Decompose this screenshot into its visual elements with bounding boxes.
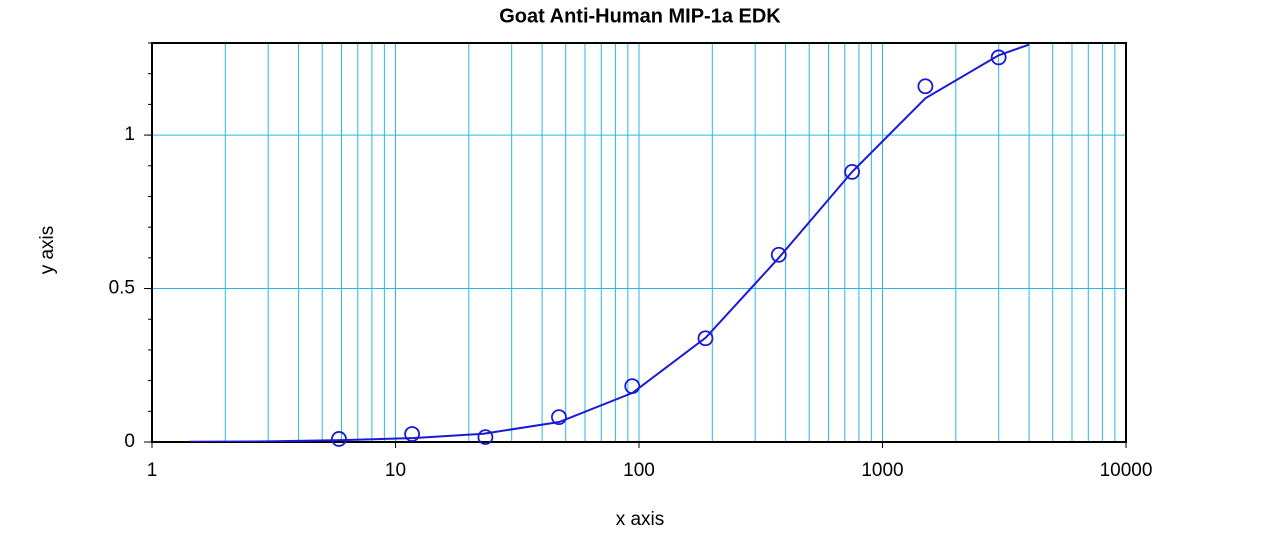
y-tick-label: 0.5: [109, 278, 135, 299]
plot-frame: [151, 42, 1127, 443]
y-axis-label: y axis: [37, 226, 58, 275]
data-point: [477, 429, 494, 445]
x-axis-label: x axis: [616, 509, 665, 530]
chart-title: Goat Anti-Human MIP-1a EDK: [499, 5, 781, 27]
data-point: [624, 378, 641, 395]
data-point: [331, 431, 347, 447]
x-tick-label: 10000: [1100, 460, 1153, 481]
data-point: [404, 426, 421, 442]
x-tick-label: 10: [385, 460, 406, 481]
x-tick-label: 1000: [861, 460, 903, 481]
data-point: [551, 409, 567, 426]
y-tick-label: 1: [124, 124, 135, 145]
data-point: [990, 49, 1007, 66]
x-tick-label: 1: [147, 460, 158, 481]
data-point: [844, 164, 860, 180]
fit-curve: [189, 43, 1030, 442]
x-tick-label: 100: [623, 460, 655, 481]
y-tick-label: 0: [124, 431, 135, 452]
data-point: [770, 246, 787, 263]
data-point: [917, 78, 934, 95]
data-point: [697, 330, 714, 347]
